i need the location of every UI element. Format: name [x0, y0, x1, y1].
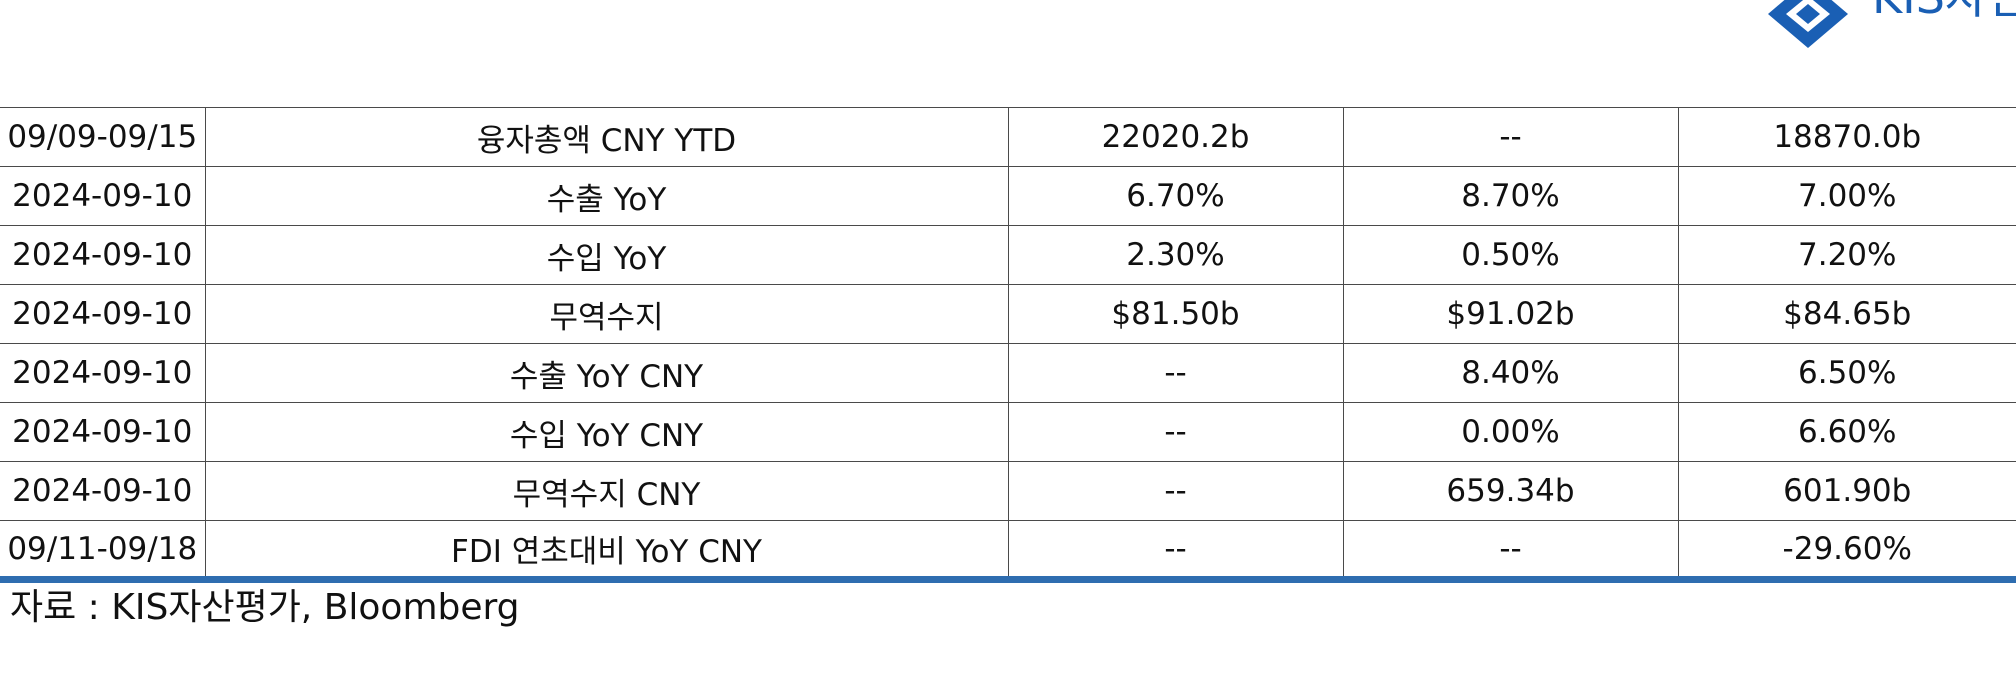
forecast-cell: $91.02b: [1342, 284, 1678, 344]
forecast-cell: --: [1342, 107, 1678, 167]
company-logo: KIS자산평가: [1748, 0, 2016, 48]
previous-cell: -29.60%: [1677, 520, 2016, 583]
actual-cell: --: [1007, 520, 1343, 583]
actual-cell: --: [1007, 461, 1343, 521]
forecast-cell: 659.34b: [1342, 461, 1678, 521]
date-cell: 2024-09-10: [0, 343, 205, 403]
date-cell: 09/09-09/15: [0, 107, 205, 167]
table-row: 2024-09-10 무역수지 $81.50b $91.02b $84.65b: [0, 284, 2016, 344]
date-cell: 2024-09-10: [0, 461, 205, 521]
table-row: 2024-09-10 수입 YoY CNY -- 0.00% 6.60%: [0, 402, 2016, 462]
previous-cell: 6.50%: [1677, 343, 2016, 403]
table-row: 2024-09-10 수출 YoY CNY -- 8.40% 6.50%: [0, 343, 2016, 403]
forecast-cell: 8.40%: [1342, 343, 1678, 403]
table-row: 2024-09-10 무역수지 CNY -- 659.34b 601.90b: [0, 461, 2016, 521]
date-cell: 2024-09-10: [0, 166, 205, 226]
table-row: 09/09-09/15 융자총액 CNY YTD 22020.2b -- 18870.0…: [0, 107, 2016, 167]
forecast-cell: --: [1342, 520, 1678, 583]
previous-cell: $84.65b: [1677, 284, 2016, 344]
forecast-cell: 0.50%: [1342, 225, 1678, 285]
logo-diamond-icon: [1768, 0, 1848, 48]
actual-cell: 22020.2b: [1007, 107, 1343, 167]
indicator-cell: FDI 연초대비 YoY CNY: [204, 520, 1008, 583]
economic-data-table: 09/09-09/15 융자총액 CNY YTD 22020.2b -- 18870.0…: [0, 107, 2016, 583]
previous-cell: 18870.0b: [1677, 107, 2016, 167]
table-row: 2024-09-10 수출 YoY 6.70% 8.70% 7.00%: [0, 166, 2016, 226]
economic-data-table-container: 09/09-09/15 융자총액 CNY YTD 22020.2b -- 18870.0…: [0, 107, 2016, 583]
date-cell: 09/11-09/18: [0, 520, 205, 583]
indicator-cell: 수입 YoY: [204, 225, 1008, 285]
date-cell: 2024-09-10: [0, 225, 205, 285]
indicator-cell: 융자총액 CNY YTD: [204, 107, 1008, 167]
forecast-cell: 0.00%: [1342, 402, 1678, 462]
table-row: 2024-09-10 수입 YoY 2.30% 0.50% 7.20%: [0, 225, 2016, 285]
table-row: 09/11-09/18 FDI 연초대비 YoY CNY -- -- -29.60%: [0, 520, 2016, 583]
indicator-cell: 무역수지 CNY: [204, 461, 1008, 521]
indicator-cell: 수입 YoY CNY: [204, 402, 1008, 462]
actual-cell: --: [1007, 343, 1343, 403]
actual-cell: $81.50b: [1007, 284, 1343, 344]
actual-cell: 2.30%: [1007, 225, 1343, 285]
table-body: 09/09-09/15 융자총액 CNY YTD 22020.2b -- 18870.0…: [0, 107, 2016, 583]
actual-cell: 6.70%: [1007, 166, 1343, 226]
actual-cell: --: [1007, 402, 1343, 462]
forecast-cell: 8.70%: [1342, 166, 1678, 226]
indicator-cell: 무역수지: [204, 284, 1008, 344]
logo-text: KIS자산평가: [1872, 0, 2016, 20]
indicator-cell: 수출 YoY CNY: [204, 343, 1008, 403]
previous-cell: 7.20%: [1677, 225, 2016, 285]
date-cell: 2024-09-10: [0, 402, 205, 462]
previous-cell: 7.00%: [1677, 166, 2016, 226]
source-note: 자료 : KIS자산평가, Bloomberg: [10, 587, 520, 628]
previous-cell: 6.60%: [1677, 402, 2016, 462]
indicator-cell: 수출 YoY: [204, 166, 1008, 226]
date-cell: 2024-09-10: [0, 284, 205, 344]
previous-cell: 601.90b: [1677, 461, 2016, 521]
